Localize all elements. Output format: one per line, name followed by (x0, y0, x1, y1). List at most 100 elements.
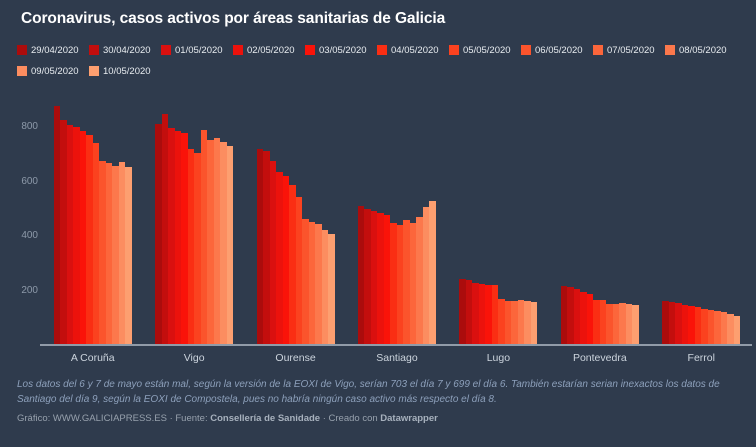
bar-ferrol-09-05-2020[interactable] (727, 313, 734, 345)
bar-lugo-02-05-2020[interactable] (478, 283, 486, 345)
bar-santiago-03-05-2020[interactable] (383, 215, 391, 345)
bar-lugo-05-05-2020[interactable] (498, 299, 505, 345)
bar-ferrol-03-05-2020[interactable] (688, 305, 695, 345)
bar-lugo-29-04-2020[interactable] (459, 278, 466, 345)
bar-ourense-03-05-2020[interactable] (282, 175, 290, 345)
bar-santiago-29-04-2020[interactable] (357, 206, 365, 345)
bar-a-coruña-01-05-2020[interactable] (66, 125, 74, 345)
bar-lugo-08-05-2020[interactable] (517, 299, 525, 345)
bar-santiago-01-05-2020[interactable] (370, 210, 378, 345)
legend-label: 03/05/2020 (319, 44, 367, 56)
bar-ferrol-01-05-2020[interactable] (675, 302, 682, 345)
bar-pontevedra-05-05-2020[interactable] (599, 299, 607, 345)
bar-ourense-29-04-2020[interactable] (256, 149, 264, 345)
bar-ourense-10-05-2020[interactable] (328, 234, 335, 345)
bar-pontevedra-08-05-2020[interactable] (619, 302, 626, 345)
bar-santiago-06-05-2020[interactable] (403, 219, 410, 345)
bar-a-coruña-06-05-2020[interactable] (99, 160, 106, 345)
bar-pontevedra-09-05-2020[interactable] (625, 303, 633, 345)
bar-lugo-04-05-2020[interactable] (491, 284, 499, 345)
bar-ourense-01-05-2020[interactable] (269, 161, 277, 345)
bar-lugo-07-05-2020[interactable] (511, 301, 518, 345)
bar-ourense-02-05-2020[interactable] (276, 171, 283, 345)
bar-ourense-09-05-2020[interactable] (321, 229, 329, 345)
bar-ferrol-29-04-2020[interactable] (662, 300, 669, 345)
credits-tool-link[interactable]: Datawrapper (380, 413, 438, 424)
bar-lugo-30-04-2020[interactable] (465, 280, 473, 345)
bar-santiago-04-05-2020[interactable] (390, 222, 397, 345)
bar-pontevedra-01-05-2020[interactable] (573, 289, 581, 345)
bar-vigo-10-05-2020[interactable] (226, 146, 234, 345)
credits-sep2: · Creado con (320, 413, 381, 424)
bar-vigo-29-04-2020[interactable] (155, 123, 162, 345)
bar-lugo-09-05-2020[interactable] (524, 301, 531, 345)
bar-vigo-02-05-2020[interactable] (174, 131, 182, 345)
bar-ferrol-10-05-2020[interactable] (733, 315, 741, 345)
bar-ourense-07-05-2020[interactable] (308, 221, 316, 345)
bar-ferrol-30-04-2020[interactable] (668, 301, 676, 345)
bar-pontevedra-03-05-2020[interactable] (586, 293, 594, 345)
legend-item-29-04-2020: 29/04/2020 (17, 44, 89, 56)
bar-a-coruña-30-04-2020[interactable] (60, 120, 67, 345)
bar-pontevedra-30-04-2020[interactable] (567, 286, 574, 345)
bar-santiago-09-05-2020[interactable] (422, 206, 430, 345)
legend-swatch-icon (665, 45, 675, 55)
legend-item-10-05-2020: 10/05/2020 (89, 65, 161, 77)
bar-santiago-10-05-2020[interactable] (429, 201, 436, 345)
bar-ferrol-05-05-2020[interactable] (701, 308, 708, 345)
bar-pontevedra-10-05-2020[interactable] (632, 304, 639, 345)
bar-pontevedra-02-05-2020[interactable] (580, 292, 587, 345)
bar-lugo-01-05-2020[interactable] (472, 282, 479, 345)
bar-lugo-03-05-2020[interactable] (485, 284, 492, 345)
bar-ourense-04-05-2020[interactable] (289, 184, 296, 345)
legend-label: 07/05/2020 (607, 44, 655, 56)
bar-ourense-08-05-2020[interactable] (315, 224, 322, 345)
bar-vigo-08-05-2020[interactable] (213, 137, 221, 345)
bar-a-coruña-03-05-2020[interactable] (79, 130, 87, 345)
bar-a-coruña-09-05-2020[interactable] (118, 162, 126, 345)
bar-ourense-30-04-2020[interactable] (263, 151, 270, 345)
chart-footnote: Los datos del 6 y 7 de mayo están mal, s… (17, 379, 720, 405)
bar-ferrol-04-05-2020[interactable] (694, 306, 702, 345)
bar-vigo-05-05-2020[interactable] (194, 153, 201, 345)
legend-label: 06/05/2020 (535, 44, 583, 56)
credits-source-link[interactable]: Consellería de Sanidade (210, 413, 321, 424)
legend-swatch-icon (305, 45, 315, 55)
bar-vigo-04-05-2020[interactable] (187, 149, 195, 345)
bar-lugo-06-05-2020[interactable] (504, 300, 512, 345)
bar-pontevedra-06-05-2020[interactable] (606, 303, 613, 345)
bar-santiago-07-05-2020[interactable] (409, 222, 417, 345)
bar-vigo-03-05-2020[interactable] (181, 132, 188, 345)
credits-site-link[interactable]: WWW.GALICIAPRESS.ES (52, 413, 167, 424)
bar-a-coruña-10-05-2020[interactable] (125, 167, 132, 345)
bar-a-coruña-07-05-2020[interactable] (105, 163, 113, 345)
x-axis-label-santiago: Santiago (376, 352, 418, 364)
bar-santiago-02-05-2020[interactable] (377, 212, 384, 345)
bar-ferrol-06-05-2020[interactable] (707, 309, 715, 345)
bar-ferrol-08-05-2020[interactable] (720, 311, 728, 345)
bar-santiago-30-04-2020[interactable] (364, 208, 371, 345)
bar-a-coruña-29-04-2020[interactable] (53, 106, 61, 345)
bar-pontevedra-07-05-2020[interactable] (612, 304, 620, 345)
bar-lugo-10-05-2020[interactable] (530, 302, 538, 345)
bar-a-coruña-08-05-2020[interactable] (112, 165, 119, 345)
bar-group-ourense (256, 100, 335, 345)
bar-ourense-05-05-2020[interactable] (295, 197, 303, 345)
bar-pontevedra-04-05-2020[interactable] (593, 300, 600, 345)
bar-vigo-07-05-2020[interactable] (207, 140, 214, 345)
bar-a-coruña-02-05-2020[interactable] (73, 127, 80, 345)
bar-vigo-06-05-2020[interactable] (200, 129, 208, 345)
bar-ferrol-02-05-2020[interactable] (681, 304, 689, 345)
bar-a-coruña-05-05-2020[interactable] (92, 142, 100, 345)
bar-ourense-06-05-2020[interactable] (302, 219, 309, 345)
bar-vigo-01-05-2020[interactable] (168, 128, 175, 345)
bar-santiago-05-05-2020[interactable] (396, 225, 404, 345)
bar-santiago-08-05-2020[interactable] (416, 217, 423, 345)
bar-pontevedra-29-04-2020[interactable] (560, 285, 568, 345)
bar-vigo-09-05-2020[interactable] (220, 141, 227, 345)
bar-vigo-30-04-2020[interactable] (161, 113, 169, 345)
credits-line: Gráfico: WWW.GALICIAPRESS.ES · Fuente: C… (17, 413, 438, 424)
bar-a-coruña-04-05-2020[interactable] (86, 134, 93, 345)
bar-group-ferrol (662, 100, 741, 345)
bar-ferrol-07-05-2020[interactable] (714, 310, 721, 345)
